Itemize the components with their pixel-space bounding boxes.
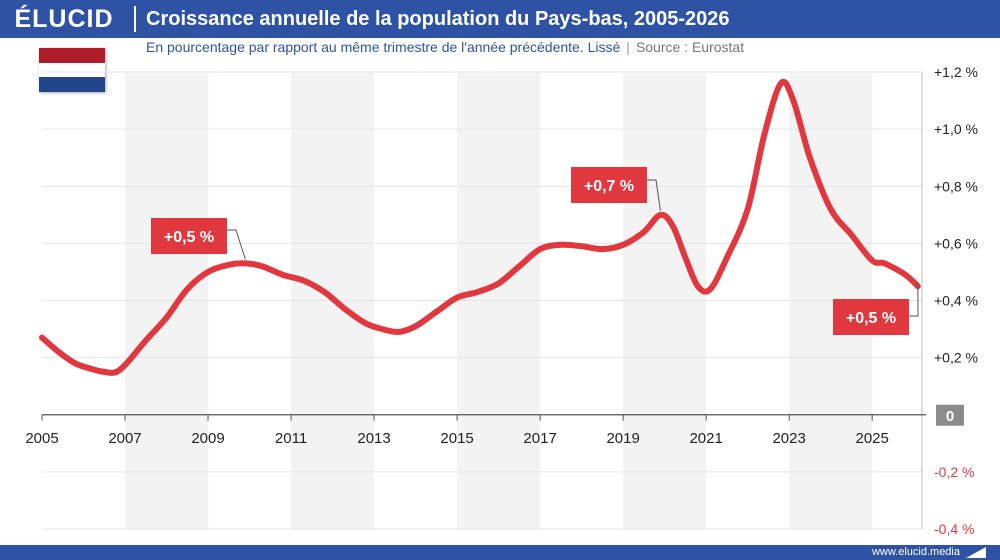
elucid-logo: ÉLUCID [14,4,114,33]
x-tick-label: 2019 [606,430,639,447]
zero-badge [936,404,964,426]
x-tick-label: 2017 [523,430,556,447]
x-tick-label: 2013 [357,430,390,447]
x-tick-label: 2011 [275,430,307,447]
y-tick-label: +0,4 % [934,293,978,309]
x-tick-label: 2009 [191,430,224,447]
annotation-label: +0,7 % [584,178,634,195]
annotation-box [151,218,227,254]
y-tick-label: -0,2 % [934,464,974,480]
footer-bar [0,545,1000,560]
flag-stripe-blue [39,77,105,92]
annotation-label: +0,5 % [164,229,214,246]
chart-subtitle: En pourcentage par rapport au même trime… [146,39,744,55]
flag-stripe-red [39,48,105,63]
flag-stripe-white [39,62,105,78]
subtitle-separator: | [626,39,630,55]
x-tick-label: 2021 [689,430,722,447]
annotation-leader [227,229,246,260]
y-tick-label: 0 [946,408,954,425]
annotation-leader [909,282,919,317]
x-tick-label: 2007 [108,430,141,447]
chart-title: Croissance annuelle de la population du … [146,8,730,30]
elucid-mark-icon [966,547,986,558]
y-tick-label: +1,2 % [934,64,978,80]
y-tick-label: +0,8 % [934,178,978,194]
source-note: Source : Eurostat [635,39,745,55]
x-tick-label: 2025 [856,430,889,447]
population-growth-line [39,78,921,376]
header-bar: ÉLUCID Croissance annuelle de la populat… [0,0,1000,38]
y-tick-label: -0,4 % [934,521,974,537]
annotation-box [833,299,909,335]
annotation-label: +0,5 % [846,310,896,327]
annotation-box [571,167,647,203]
footer-url[interactable]: www.elucid.media [871,546,960,558]
x-tick-label: 2005 [25,430,58,447]
annotation-leader [647,179,661,211]
x-tick-label: 2023 [772,430,805,447]
y-tick-label: +1,0 % [934,121,978,137]
subtitle-text: En pourcentage par rapport au même trime… [146,39,621,55]
population-growth-chart: 2005 2007 2009 2011 2013 2015 2017 2019 2021 2023… [25,64,978,537]
y-tick-label: +0,2 % [934,350,978,366]
logo-divider [134,6,136,32]
x-tick-label: 2015 [440,430,473,447]
y-tick-label: +0,6 % [934,235,978,251]
netherlands-flag-icon [39,48,105,92]
